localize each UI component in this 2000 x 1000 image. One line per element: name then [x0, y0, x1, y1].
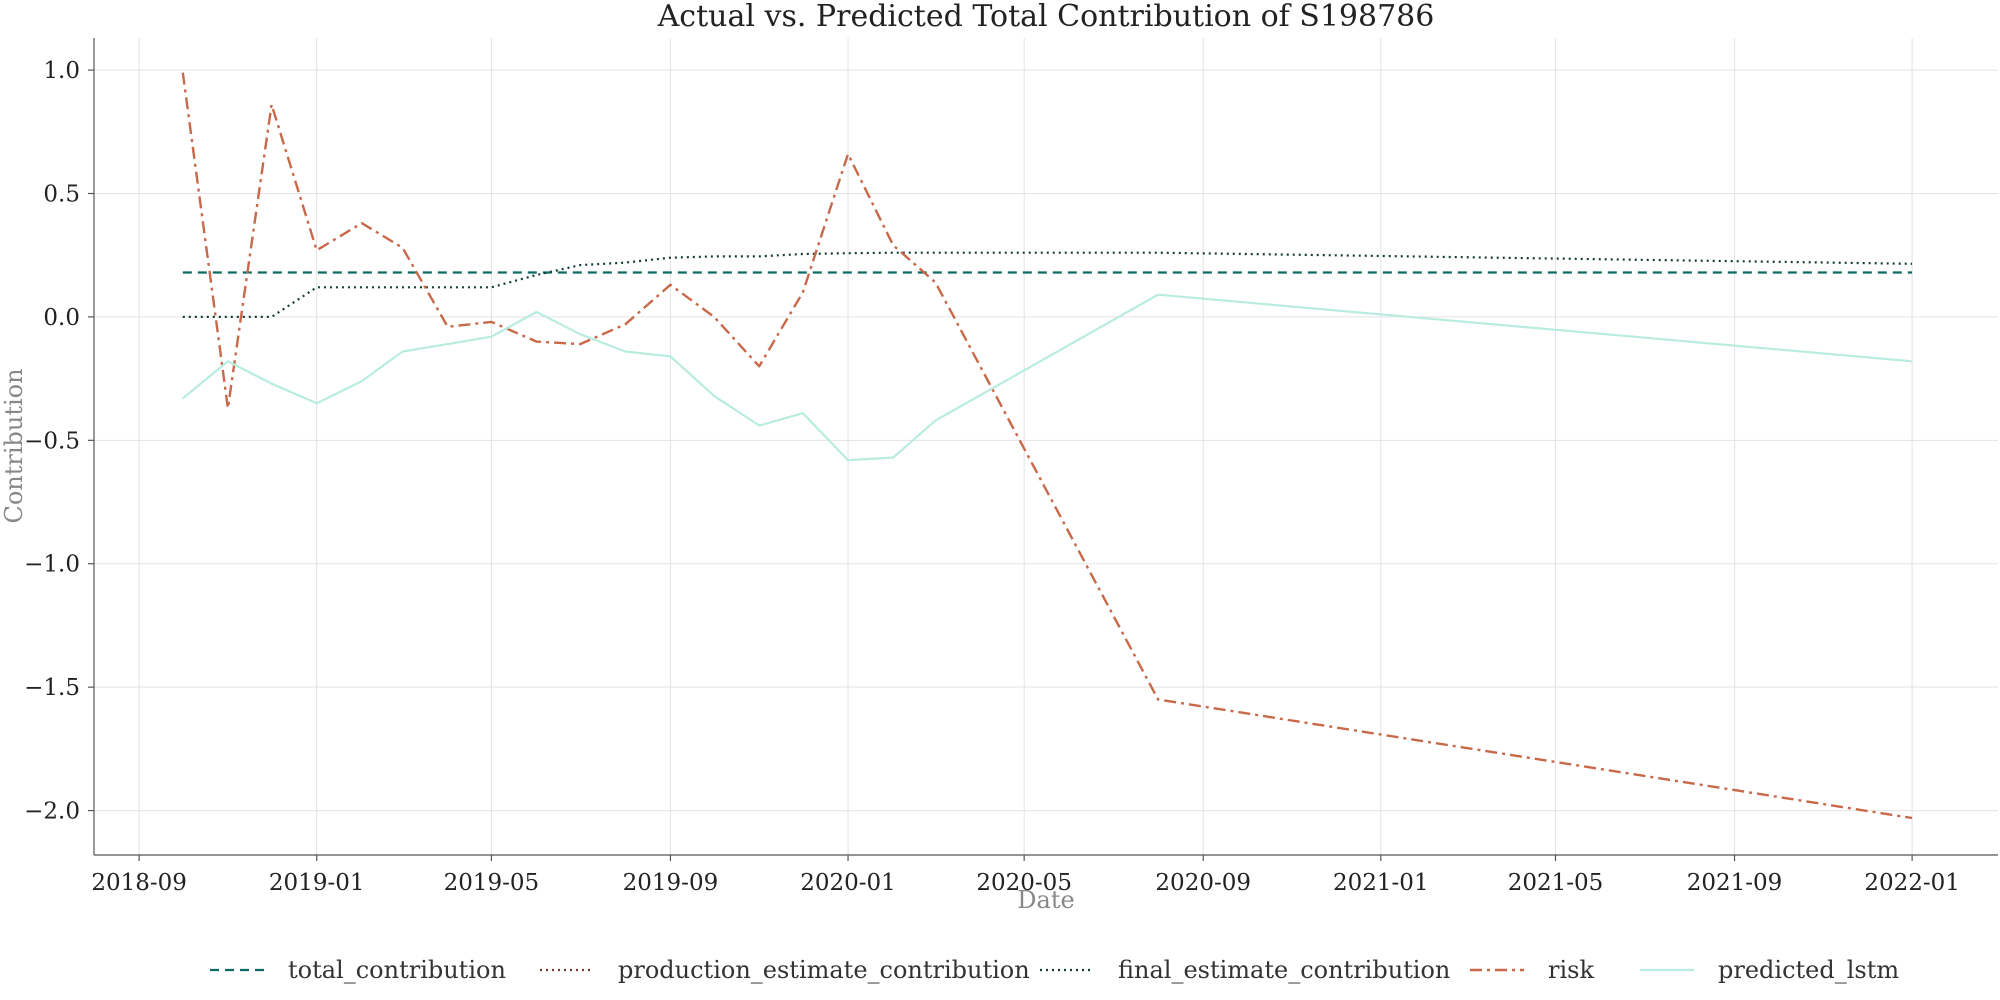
y-tick-label: 0.0 — [43, 305, 80, 331]
x-tick-label: 2019-09 — [623, 870, 719, 896]
x-tick-label: 2021-01 — [1333, 870, 1429, 896]
x-tick-label: 2018-09 — [91, 870, 187, 896]
legend: total_contribution production_estimate_co… — [210, 956, 1899, 984]
x-tick-label: 2020-01 — [800, 870, 896, 896]
y-axis-label: Contribution — [0, 368, 28, 523]
y-tick-label: −1.5 — [24, 675, 80, 701]
chart-title: Actual vs. Predicted Total Contribution … — [657, 0, 1435, 34]
y-tick-label: −1.0 — [24, 552, 80, 578]
legend-label: risk — [1548, 956, 1594, 984]
series — [181, 72, 1913, 820]
series-line-risk — [181, 72, 1913, 820]
grid — [94, 38, 1998, 855]
legend-label: final_estimate_contribution — [1118, 956, 1450, 984]
y-tick-label: −2.0 — [24, 799, 80, 825]
series-line-predicted-lstm — [182, 293, 1913, 462]
x-tick-label: 2021-05 — [1508, 870, 1604, 896]
x-tick-label: 2022-01 — [1864, 870, 1960, 896]
series-line-final-estimate-contribution — [182, 251, 1913, 318]
legend-label: production_estimate_contribution — [618, 956, 1030, 984]
x-tick-label: 2020-05 — [976, 870, 1072, 896]
x-tick-label: 2021-09 — [1687, 870, 1783, 896]
x-tick-label: 2019-01 — [269, 870, 365, 896]
tick-labels: 2018-09 2019-01 2019-05 2019-09 2020-01 2020-… — [24, 58, 1960, 896]
axes — [93, 38, 1998, 856]
legend-label: predicted_lstm — [1718, 956, 1899, 984]
legend-label: total_contribution — [288, 956, 506, 984]
x-tick-label: 2020-09 — [1155, 870, 1251, 896]
x-tick-label: 2019-05 — [444, 870, 540, 896]
y-tick-label: 0.5 — [43, 182, 80, 208]
x-axis-label: Date — [1017, 886, 1074, 914]
y-tick-label: −0.5 — [24, 428, 80, 454]
y-tick-label: 1.0 — [43, 58, 80, 84]
